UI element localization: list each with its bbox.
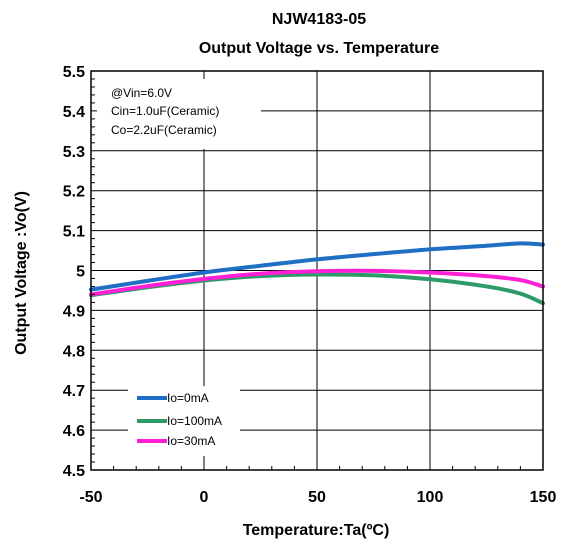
y-tick-label: 4.7: [63, 383, 85, 400]
annotation-vin: @Vin=6.0V: [111, 86, 172, 100]
legend-label-io-30ma: Io=30mA: [167, 434, 215, 448]
x-tick-label: 0: [200, 489, 209, 506]
y-tick-label: 4.8: [63, 343, 85, 360]
y-tick-label: 5.3: [63, 144, 85, 161]
legend-label-io-100ma: Io=100mA: [167, 414, 222, 428]
x-tick-label: 150: [530, 489, 557, 506]
tick-label-layer: 4.5 4.6 4.7 4.8 4.9 5 5.1 5.2 5.3 5.4 5.5 -50 0 50 100…: [63, 64, 557, 506]
plot-frame: [90, 70, 544, 471]
annotation-box: [97, 79, 261, 149]
y-axis-label: Output Voltage :Vo(V): [13, 191, 30, 355]
series-line-io-30ma: [89, 268, 545, 297]
y-tick-label: 5.4: [63, 104, 85, 121]
x-tick-label: -50: [79, 489, 102, 506]
x-axis-label: Temperature:Ta(ºC): [243, 522, 390, 539]
chart-subtitle: Output Voltage vs. Temperature: [199, 40, 439, 57]
x-tick-label: 50: [308, 489, 326, 506]
x-tick-label: 100: [417, 489, 444, 506]
annotation-co: Co=2.2uF(Ceramic): [111, 123, 217, 137]
y-tick-label: 4.6: [63, 423, 85, 440]
y-tick-label: 5.2: [63, 184, 85, 201]
legend: Io=0mA Io=100mA Io=30mA: [128, 386, 240, 456]
series-layer: [89, 241, 545, 306]
y-tick-label: 5: [76, 264, 85, 281]
axis-layer: [90, 70, 544, 471]
annotation-cin: Cin=1.0uF(Ceramic): [111, 104, 219, 118]
y-tick-label: 4.9: [63, 303, 85, 320]
series-line-io-0ma: [89, 241, 545, 292]
chart-title: NJW4183-05: [272, 11, 366, 28]
y-tick-label: 5.5: [63, 64, 85, 81]
legend-label-io-0ma: Io=0mA: [167, 391, 209, 405]
y-tick-label: 4.5: [63, 463, 85, 480]
y-tick-label: 5.1: [63, 224, 85, 241]
